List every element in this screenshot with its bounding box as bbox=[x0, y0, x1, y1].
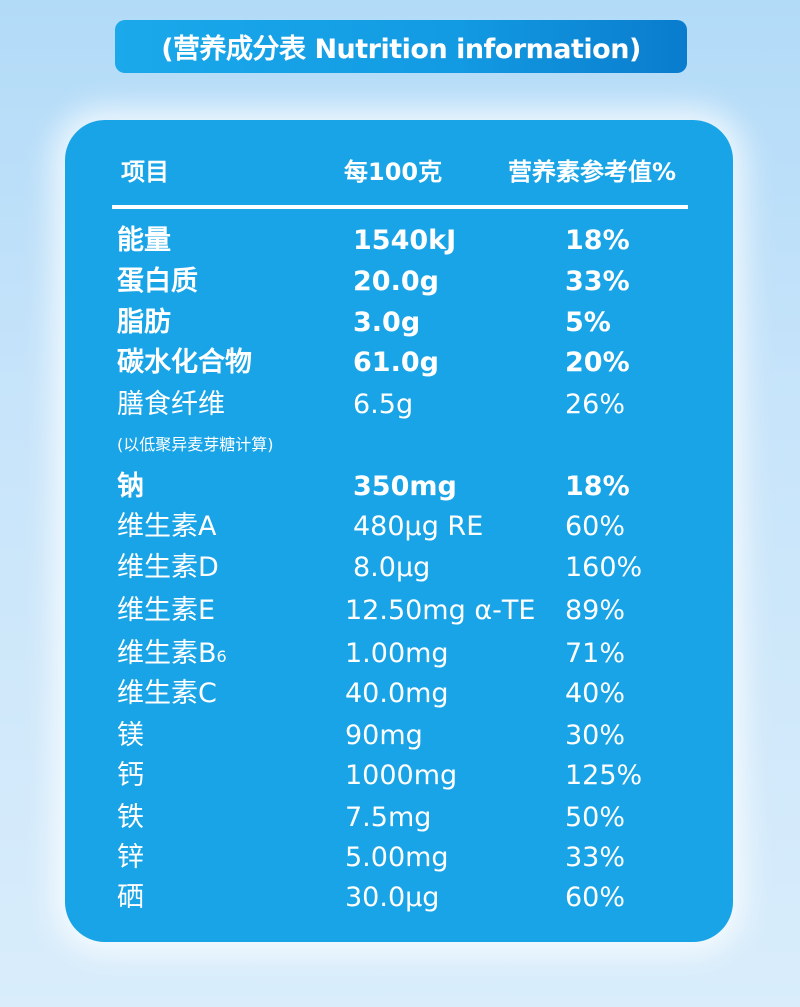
table-row: 维生素E 12.50mg α-TE 89% bbox=[0, 591, 800, 631]
nutrient-value: 3.0g bbox=[353, 307, 421, 338]
nutrient-nrv: 33% bbox=[565, 842, 626, 873]
nutrient-name: 维生素A bbox=[117, 511, 217, 542]
nutrient-nrv: 89% bbox=[565, 595, 626, 626]
table-row: 硒 30.0μg 60% bbox=[0, 878, 800, 918]
title-banner: (营养成分表 Nutrition information) bbox=[115, 20, 687, 73]
nutrient-value: 1540kJ bbox=[353, 225, 457, 256]
nutrient-nrv: 26% bbox=[565, 389, 626, 420]
nutrient-value: 480μg RE bbox=[353, 511, 484, 542]
nutrient-value: 40.0mg bbox=[345, 678, 449, 709]
fiber-note: (以低聚异麦芽糖计算) bbox=[117, 435, 274, 454]
table-row: 钙 1000mg 125% bbox=[0, 756, 800, 796]
nutrient-value: 350mg bbox=[353, 471, 457, 502]
header-item: 项目 bbox=[121, 158, 169, 186]
nutrient-nrv: 60% bbox=[565, 511, 626, 542]
nutrient-name: 脂肪 bbox=[117, 307, 171, 338]
nutrient-nrv: 33% bbox=[565, 266, 630, 297]
table-row: 能量 1540kJ 18% bbox=[0, 221, 800, 261]
header-divider bbox=[112, 205, 688, 209]
table-row: 锌 5.00mg 33% bbox=[0, 838, 800, 878]
nutrient-value: 1000mg bbox=[345, 760, 458, 791]
nutrient-name: 能量 bbox=[117, 225, 171, 256]
nutrient-value: 61.0g bbox=[353, 347, 439, 378]
nutrient-value: 8.0μg bbox=[353, 552, 431, 583]
nutrient-nrv: 50% bbox=[565, 802, 626, 833]
table-row: 维生素D 8.0μg 160% bbox=[0, 548, 800, 588]
nutrition-panel bbox=[65, 120, 733, 942]
nutrient-nrv: 160% bbox=[565, 552, 643, 583]
nutrient-value: 6.5g bbox=[353, 389, 414, 420]
table-row: 蛋白质 20.0g 33% bbox=[0, 262, 800, 302]
nutrient-name: 锌 bbox=[117, 842, 144, 873]
nutrient-nrv: 40% bbox=[565, 678, 626, 709]
nutrient-name: 蛋白质 bbox=[117, 266, 198, 297]
nutrient-value: 20.0g bbox=[353, 266, 439, 297]
nutrient-value: 1.00mg bbox=[345, 638, 449, 669]
nutrient-nrv: 5% bbox=[565, 307, 611, 338]
table-row: 钠 350mg 18% bbox=[0, 467, 800, 507]
table-row: 脂肪 3.0g 5% bbox=[0, 303, 800, 343]
nutrient-nrv: 60% bbox=[565, 882, 626, 913]
nutrient-nrv: 20% bbox=[565, 347, 630, 378]
nutrient-name: 碳水化合物 bbox=[117, 347, 252, 378]
table-row: 铁 7.5mg 50% bbox=[0, 798, 800, 838]
nutrient-name: 膳食纤维 bbox=[117, 389, 225, 420]
nutrient-name: 钠 bbox=[117, 471, 144, 502]
table-row: 碳水化合物 61.0g 20% bbox=[0, 343, 800, 383]
nutrient-nrv: 18% bbox=[565, 225, 630, 256]
nutrient-nrv: 125% bbox=[565, 760, 643, 791]
nutrient-name: 维生素B6 bbox=[117, 638, 227, 669]
nutrient-name: 钙 bbox=[117, 760, 144, 791]
nutrient-value: 5.00mg bbox=[345, 842, 449, 873]
nutrient-name: 铁 bbox=[117, 802, 144, 833]
table-row: 镁 90mg 30% bbox=[0, 716, 800, 756]
table-row: 维生素A 480μg RE 60% bbox=[0, 507, 800, 547]
nutrient-name: 维生素D bbox=[117, 552, 219, 583]
nutrient-nrv: 18% bbox=[565, 471, 630, 502]
nutrient-nrv: 71% bbox=[565, 638, 626, 669]
title: (营养成分表 Nutrition information) bbox=[161, 34, 641, 65]
header-nrv: 营养素参考值% bbox=[508, 158, 677, 186]
nutrient-subscript: 6 bbox=[216, 647, 227, 666]
header-per100g: 每100克 bbox=[344, 158, 443, 186]
nutrient-name: 维生素C bbox=[117, 678, 217, 709]
nutrient-value: 7.5mg bbox=[345, 802, 432, 833]
nutrient-value: 12.50mg α-TE bbox=[345, 595, 536, 626]
table-row: 维生素B6 1.00mg 71% bbox=[0, 634, 800, 674]
table-row: 膳食纤维 6.5g 26% bbox=[0, 385, 800, 425]
nutrient-nrv: 30% bbox=[565, 720, 626, 751]
nutrient-name: 维生素E bbox=[117, 595, 216, 626]
nutrient-value: 90mg bbox=[345, 720, 423, 751]
table-row: 维生素C 40.0mg 40% bbox=[0, 674, 800, 714]
nutrient-value: 30.0μg bbox=[345, 882, 440, 913]
nutrient-name: 镁 bbox=[117, 720, 144, 751]
nutrient-name: 硒 bbox=[117, 882, 144, 913]
